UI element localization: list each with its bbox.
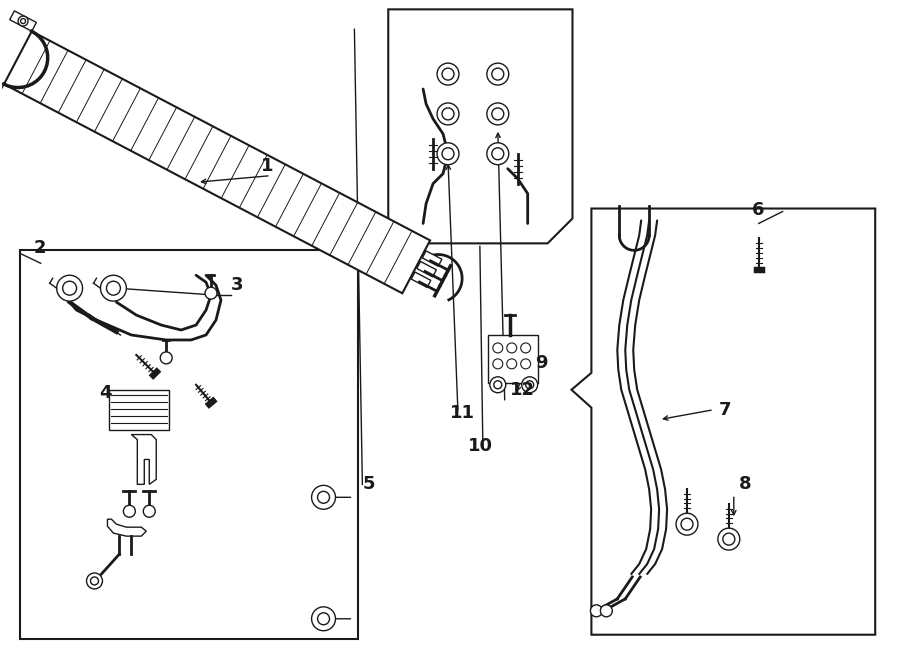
Circle shape [723, 533, 734, 545]
Circle shape [143, 505, 155, 517]
Text: 10: 10 [468, 438, 493, 455]
Circle shape [491, 148, 504, 160]
Polygon shape [0, 73, 4, 93]
Circle shape [86, 573, 103, 589]
Circle shape [311, 485, 336, 509]
Circle shape [437, 143, 459, 165]
Circle shape [318, 491, 329, 503]
Bar [417, 261, 436, 277]
Polygon shape [388, 9, 572, 244]
Circle shape [442, 68, 454, 80]
Circle shape [442, 108, 454, 120]
Circle shape [57, 275, 83, 301]
Circle shape [526, 381, 534, 389]
Circle shape [487, 143, 508, 165]
Circle shape [106, 281, 121, 295]
Circle shape [493, 343, 503, 353]
Circle shape [101, 275, 126, 301]
Circle shape [21, 19, 25, 24]
Circle shape [18, 16, 28, 26]
Text: 5: 5 [363, 475, 375, 493]
Circle shape [493, 359, 503, 369]
Polygon shape [572, 209, 875, 635]
Polygon shape [131, 434, 157, 485]
Circle shape [437, 63, 459, 85]
Text: 4: 4 [100, 384, 112, 402]
Circle shape [521, 359, 531, 369]
Bar [422, 251, 442, 266]
Circle shape [494, 381, 502, 389]
Circle shape [123, 505, 135, 517]
Text: 11: 11 [450, 404, 475, 422]
Text: 6: 6 [752, 201, 764, 220]
Circle shape [590, 605, 602, 617]
Text: 12: 12 [509, 381, 535, 399]
Circle shape [521, 343, 531, 353]
Circle shape [318, 613, 329, 625]
Circle shape [160, 352, 172, 364]
Bar [411, 272, 431, 287]
Text: 7: 7 [719, 401, 732, 418]
Circle shape [681, 518, 693, 530]
Bar [488, 335, 537, 383]
Circle shape [91, 577, 98, 585]
Bar [20, 250, 358, 639]
Circle shape [718, 528, 740, 550]
Polygon shape [4, 31, 430, 293]
Circle shape [600, 605, 612, 617]
Circle shape [311, 607, 336, 631]
Circle shape [491, 108, 504, 120]
Text: 9: 9 [535, 354, 547, 372]
Circle shape [205, 287, 217, 299]
Circle shape [491, 68, 504, 80]
Circle shape [437, 103, 459, 125]
Text: 3: 3 [231, 276, 243, 294]
Circle shape [63, 281, 76, 295]
Circle shape [507, 359, 517, 369]
Text: 2: 2 [34, 240, 46, 258]
Circle shape [442, 148, 454, 160]
Circle shape [522, 377, 537, 393]
Circle shape [487, 103, 508, 125]
Circle shape [487, 63, 508, 85]
Text: 1: 1 [261, 157, 274, 175]
Bar [110, 390, 169, 430]
Circle shape [490, 377, 506, 393]
Text: 8: 8 [739, 475, 752, 493]
Circle shape [507, 343, 517, 353]
Polygon shape [10, 11, 36, 31]
Circle shape [676, 513, 698, 535]
Polygon shape [107, 519, 147, 536]
